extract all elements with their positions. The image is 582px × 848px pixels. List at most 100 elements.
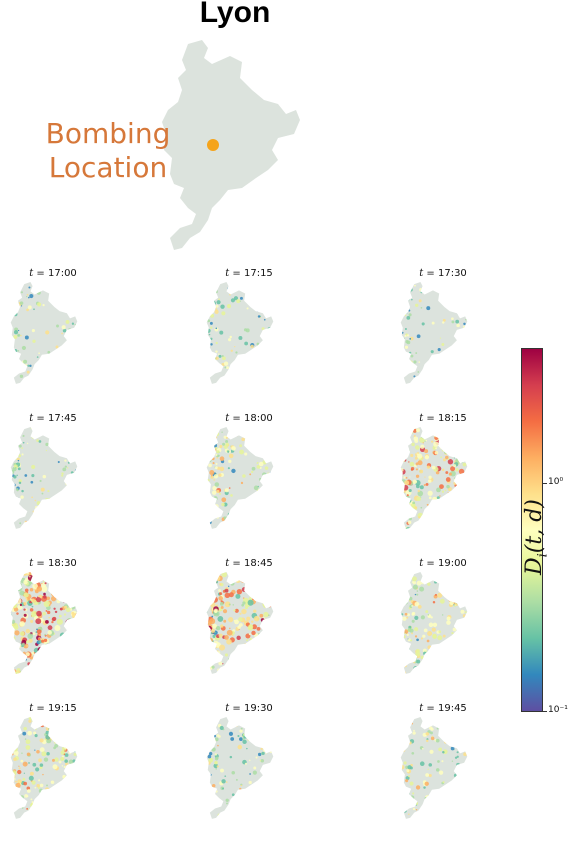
activity-spot — [439, 298, 442, 300]
activity-spot — [22, 434, 25, 437]
activity-spot — [45, 619, 49, 624]
activity-spot — [427, 582, 431, 586]
activity-spot — [35, 597, 42, 603]
activity-spot — [466, 491, 468, 494]
activity-spot — [43, 661, 50, 668]
activity-spot — [219, 583, 222, 586]
activity-spot — [439, 495, 441, 497]
activity-spot — [245, 655, 249, 659]
activity-spot — [459, 592, 463, 596]
activity-spot — [242, 739, 247, 745]
activity-spot — [43, 638, 48, 643]
activity-spot — [264, 661, 271, 668]
activity-spot — [463, 654, 466, 657]
activity-spot — [440, 441, 446, 447]
activity-spot — [14, 466, 17, 469]
activity-spot — [45, 730, 50, 735]
activity-spot — [404, 334, 407, 338]
activity-spot — [416, 428, 420, 433]
activity-spot — [66, 618, 72, 624]
activity-spot — [59, 607, 63, 611]
activity-spot — [18, 767, 21, 770]
activity-spot — [460, 670, 466, 674]
activity-spot — [215, 767, 218, 770]
activity-spot — [60, 650, 62, 652]
activity-spot — [208, 333, 211, 336]
activity-spot — [217, 744, 219, 747]
activity-spot — [264, 305, 266, 308]
activity-spot — [206, 601, 209, 606]
activity-spot — [264, 583, 270, 589]
activity-spot — [72, 648, 76, 652]
activity-spot — [207, 761, 211, 765]
activity-spot — [270, 471, 274, 476]
activity-spot — [442, 432, 445, 434]
activity-spot — [266, 457, 269, 460]
activity-spot — [465, 741, 468, 746]
activity-spot — [272, 494, 274, 498]
activity-spot — [37, 637, 41, 641]
activity-spot — [64, 668, 68, 671]
activity-spot — [231, 770, 236, 775]
activity-spot — [26, 645, 28, 647]
activity-spot — [442, 634, 446, 638]
time-panel-1815: t = 18:15 — [398, 413, 488, 558]
activity-spot — [264, 648, 269, 653]
activity-spot — [461, 428, 467, 434]
activity-spot — [58, 591, 62, 595]
activity-spot — [252, 304, 256, 308]
activity-spot — [214, 631, 216, 634]
activity-spot — [416, 593, 419, 596]
activity-spot — [462, 525, 468, 529]
activity-spot — [242, 644, 246, 647]
activity-spot — [465, 477, 468, 480]
activity-spot — [441, 490, 445, 493]
activity-spot — [49, 369, 54, 374]
activity-spot — [212, 442, 216, 446]
activity-spot — [421, 433, 427, 439]
activity-spot — [21, 807, 24, 809]
activity-spot — [439, 598, 445, 604]
activity-spot — [249, 643, 253, 648]
activity-spot — [36, 586, 43, 592]
activity-spot — [26, 789, 31, 793]
activity-spot — [428, 763, 433, 767]
activity-spot — [37, 302, 42, 307]
activity-spot — [454, 602, 459, 606]
activity-spot — [228, 453, 234, 459]
activity-spot — [422, 634, 426, 638]
activity-spot — [272, 498, 274, 503]
activity-spot — [408, 449, 410, 451]
activity-spot — [267, 620, 269, 623]
activity-spot — [255, 587, 260, 592]
activity-spot — [451, 282, 454, 284]
activity-spot — [54, 640, 57, 644]
activity-spot — [49, 669, 54, 673]
activity-spot — [452, 428, 455, 431]
activity-spot — [52, 650, 58, 656]
activity-spot — [219, 466, 225, 472]
activity-spot — [257, 781, 260, 784]
panel-time-label: t = 17:45 — [29, 413, 77, 424]
activity-spot — [446, 433, 449, 436]
activity-spot — [273, 518, 274, 521]
activity-spot — [406, 498, 412, 503]
activity-spot — [422, 376, 427, 381]
activity-spot — [10, 573, 15, 577]
activity-spot — [267, 327, 272, 332]
activity-spot — [206, 740, 208, 745]
activity-spot — [13, 446, 18, 452]
activity-spot — [32, 665, 34, 667]
activity-spot — [402, 307, 405, 310]
activity-spot — [208, 312, 212, 316]
activity-spot — [259, 613, 264, 618]
activity-spot — [210, 474, 213, 477]
activity-spot — [460, 767, 464, 772]
activity-spot — [459, 485, 464, 489]
activity-spot — [66, 665, 72, 671]
activity-spot — [18, 481, 22, 485]
activity-spot — [463, 748, 465, 750]
activity-spot — [21, 804, 25, 808]
activity-spot — [427, 630, 433, 636]
activity-spot — [234, 345, 236, 348]
